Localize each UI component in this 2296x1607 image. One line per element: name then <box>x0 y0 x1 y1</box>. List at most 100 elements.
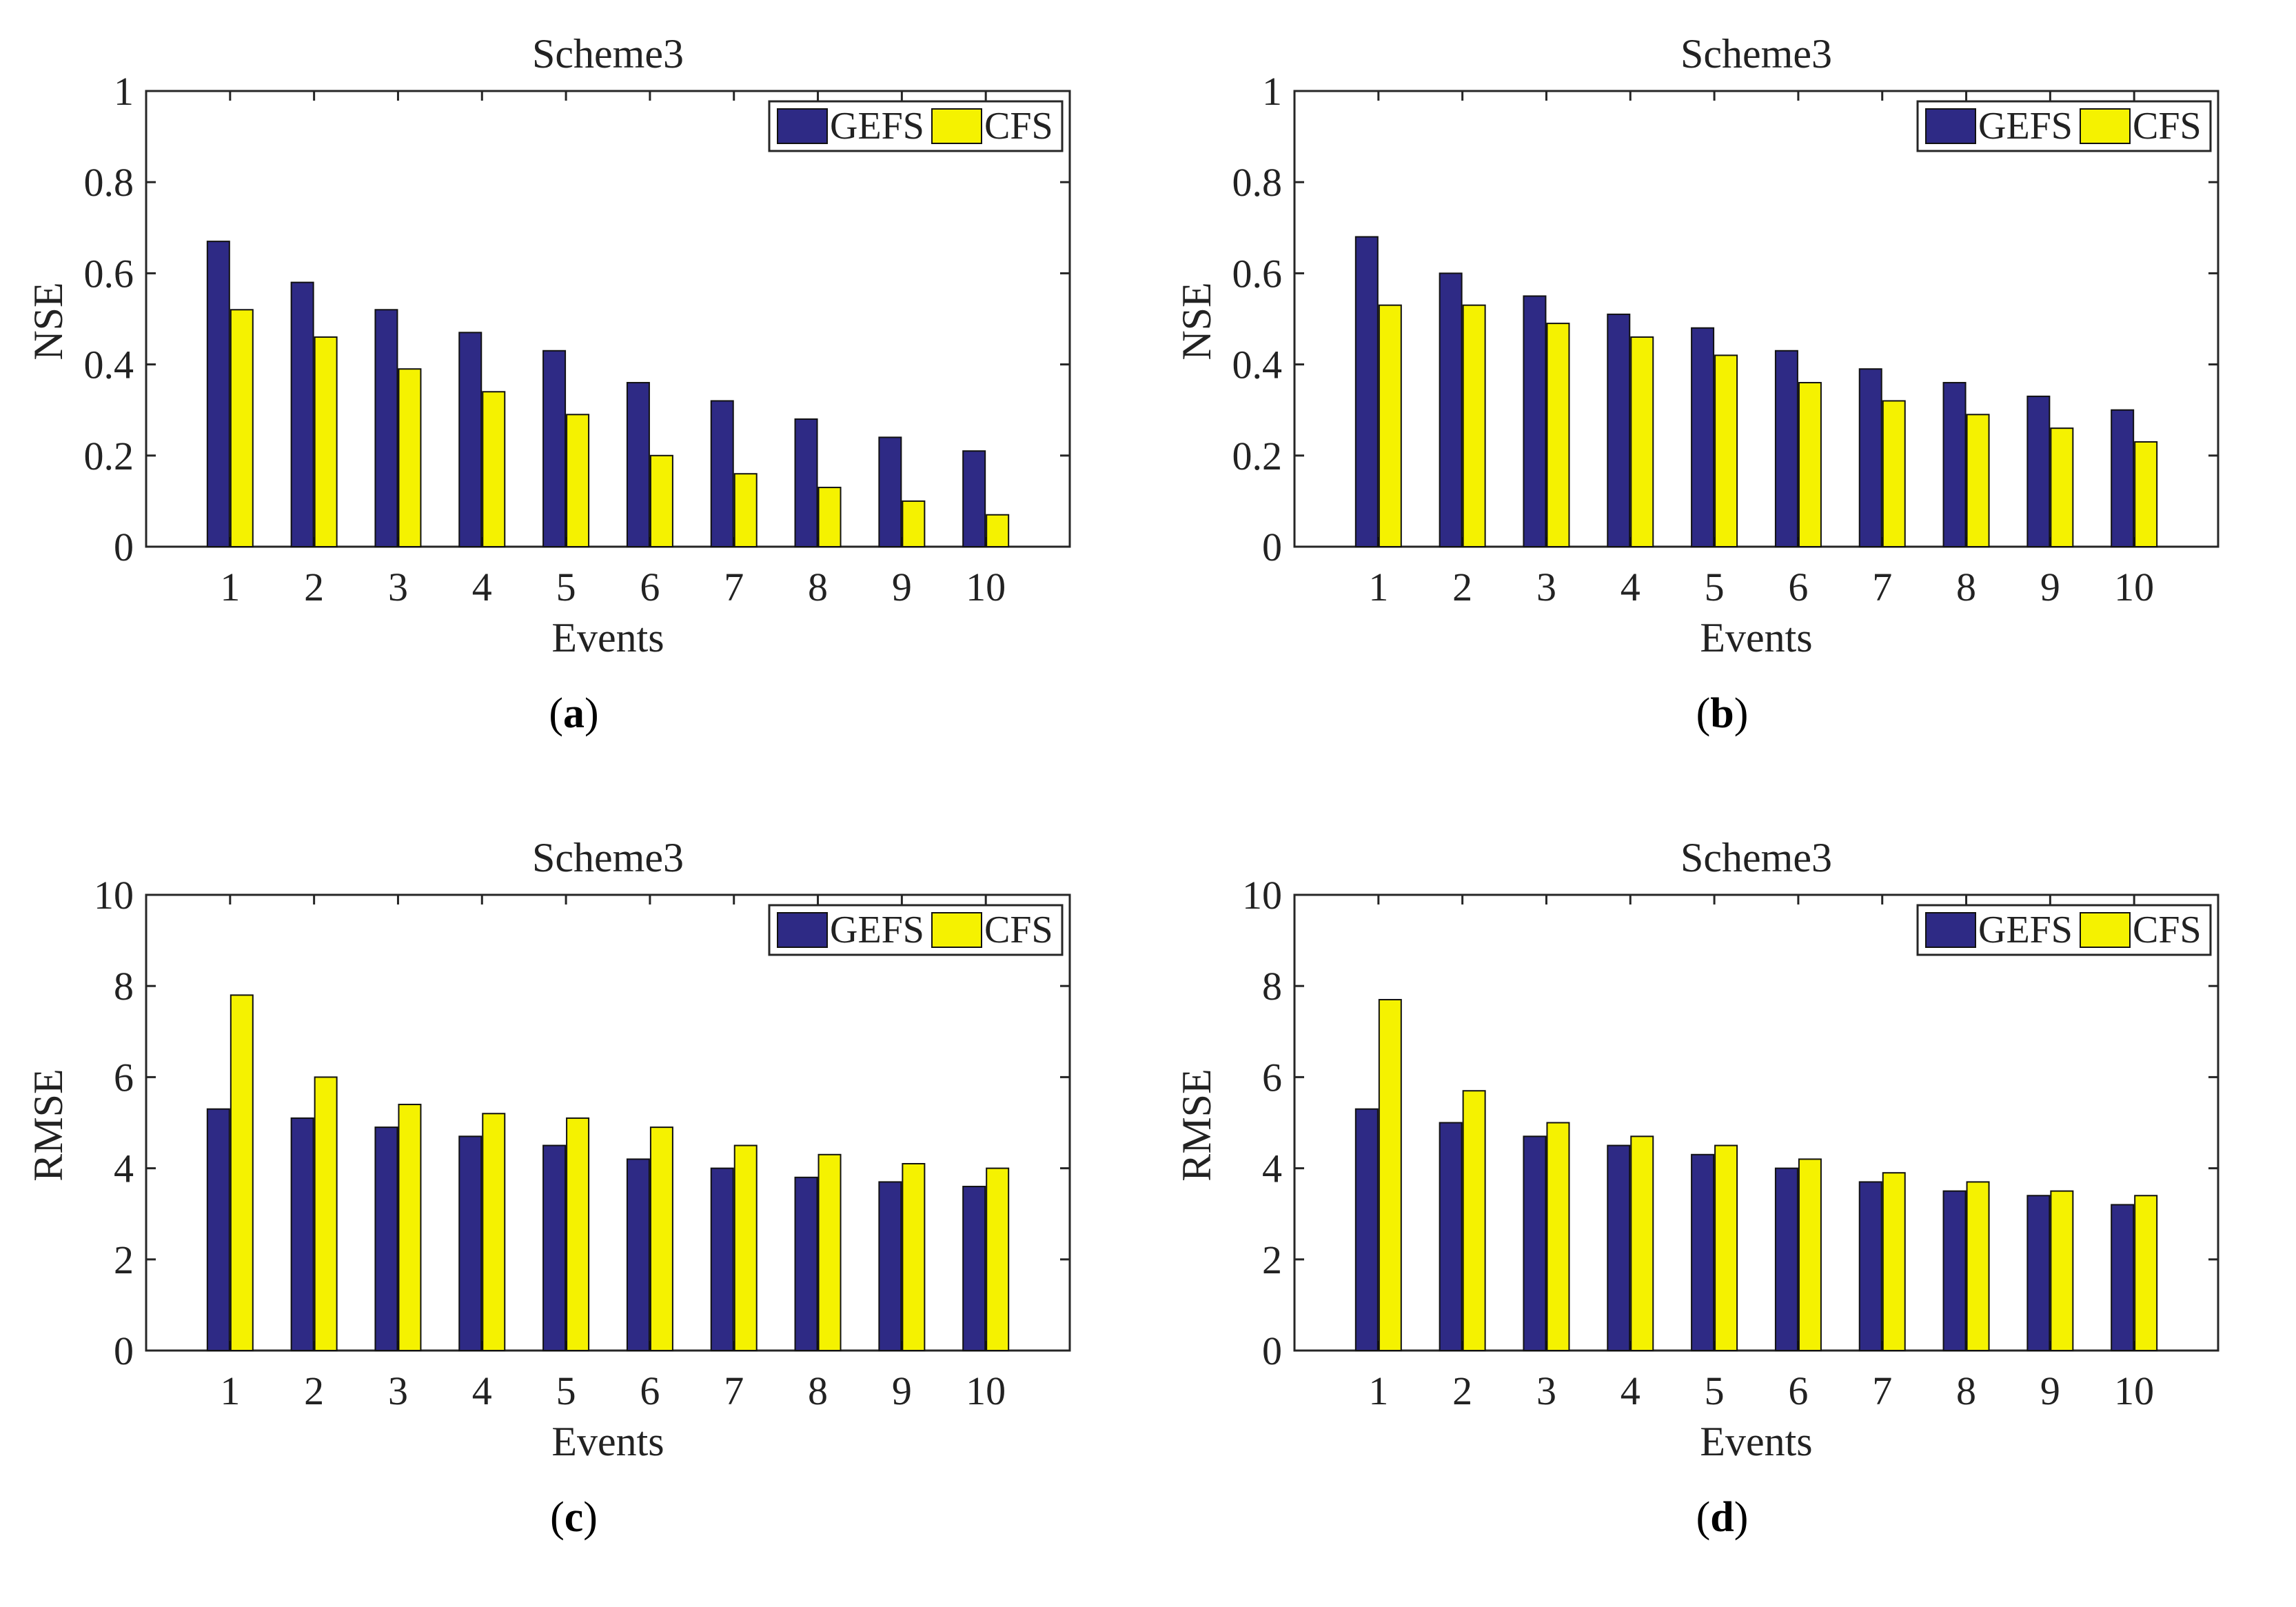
x-tick-label: 4 <box>1621 1368 1640 1413</box>
gefs-bar <box>626 1158 650 1351</box>
y-tick-label: 1 <box>1262 69 1282 114</box>
gefs-bar <box>1942 382 1967 547</box>
x-tick-label: 8 <box>808 1368 828 1413</box>
panel-c: Scheme3 Events RMSE 0 2 4 6 8 10 1 2 3 4 5 6 7 8 9 10 GE… <box>0 804 1148 1607</box>
y-tick-label: 10 <box>1242 873 1282 918</box>
cfs-bar <box>1462 304 1486 547</box>
cfs-bar <box>1966 414 1990 547</box>
panel-caption: (b) <box>1696 690 1749 737</box>
x-tick-label: 6 <box>640 1368 660 1413</box>
cfs-bar <box>1546 1122 1570 1351</box>
y-tick-label: 6 <box>114 1055 134 1100</box>
cfs-bar <box>398 368 422 548</box>
x-tick-label: 3 <box>388 565 408 609</box>
y-tick-label: 0.4 <box>84 343 134 387</box>
gefs-bar <box>2111 409 2135 548</box>
panel-b: Scheme3 Events NSE 0 0.2 0.4 0.6 0.8 1 1 2 3 4 5 6 7… <box>1148 0 2296 803</box>
gefs-bar <box>374 309 398 547</box>
cfs-bar <box>1630 336 1654 547</box>
gefs-bar <box>374 1126 398 1351</box>
x-tick-label: 6 <box>1788 1368 1808 1413</box>
cfs-bar <box>817 1153 842 1351</box>
cfs-bar <box>482 391 506 548</box>
panel-letter: d <box>1710 1494 1734 1541</box>
legend: GEFS CFS <box>768 904 1064 956</box>
y-axis-label: RMSE <box>1174 1069 1219 1181</box>
cfs-bar <box>566 414 590 547</box>
legend: GEFS CFS <box>768 100 1064 152</box>
chart-title: Scheme3 <box>1680 835 1832 880</box>
y-tick-label: 0 <box>114 525 134 569</box>
y-tick-label: 0 <box>1262 1328 1282 1373</box>
legend-cfs-swatch <box>2080 912 2131 948</box>
legend-gefs-swatch <box>777 108 828 144</box>
panel-caption: (a) <box>549 690 599 737</box>
legend-gefs-label: GEFS <box>830 105 924 148</box>
y-tick-label: 0.6 <box>84 251 134 296</box>
x-tick-label: 7 <box>1872 565 1892 609</box>
x-tick-label: 2 <box>1452 1368 1472 1413</box>
legend-cfs-swatch <box>2080 108 2131 144</box>
x-tick-label: 6 <box>1788 565 1808 609</box>
x-tick-label: 3 <box>1536 1368 1556 1413</box>
cfs-bar <box>1378 999 1402 1351</box>
x-tick-label: 5 <box>556 1368 576 1413</box>
panel-letter: a <box>563 690 585 737</box>
gefs-bar <box>1439 1122 1463 1351</box>
y-tick-label: 1 <box>114 69 134 114</box>
cfs-bar <box>733 473 758 547</box>
gefs-bar <box>962 450 986 547</box>
gefs-bar <box>626 382 650 547</box>
cfs-bar <box>314 1076 338 1351</box>
cfs-bar <box>2134 441 2158 547</box>
y-tick-label: 2 <box>114 1237 134 1282</box>
legend-gefs-swatch <box>777 912 828 948</box>
chart-title: Scheme3 <box>1680 31 1832 77</box>
x-tick-label: 4 <box>472 1368 492 1413</box>
gefs-bar <box>1774 350 1798 547</box>
y-axis-label: NSE <box>1174 282 1219 360</box>
gefs-bar <box>1691 327 1715 547</box>
panel-letter: c <box>564 1494 584 1541</box>
gefs-bar <box>542 1144 567 1351</box>
cfs-bar <box>1882 400 1906 547</box>
gefs-bar <box>1439 272 1463 547</box>
gefs-bar <box>1858 368 1882 548</box>
x-tick-label: 1 <box>220 1368 240 1413</box>
cfs-bar <box>1462 1090 1486 1351</box>
plot-frame <box>145 90 1071 548</box>
cfs-bar <box>2050 1190 2074 1352</box>
x-tick-label: 1 <box>1368 1368 1388 1413</box>
gefs-bar <box>206 241 230 547</box>
x-tick-label: 8 <box>1956 1368 1976 1413</box>
x-tick-label: 3 <box>388 1368 408 1413</box>
gefs-bar <box>794 1176 818 1351</box>
y-tick-label: 10 <box>94 873 134 918</box>
y-tick-label: 2 <box>1262 1237 1282 1282</box>
gefs-bar <box>710 400 734 547</box>
x-tick-label: 10 <box>2114 1368 2154 1413</box>
x-tick-label: 9 <box>2040 1368 2060 1413</box>
gefs-bar <box>1354 236 1379 547</box>
chart-title: Scheme3 <box>532 31 684 77</box>
x-tick-label: 9 <box>892 565 912 609</box>
x-tick-label: 1 <box>1368 565 1388 609</box>
legend-cfs-label: CFS <box>984 105 1053 148</box>
cfs-bar <box>314 336 338 547</box>
y-tick-label: 0.8 <box>1232 160 1283 205</box>
cfs-bar <box>649 454 673 547</box>
x-tick-label: 5 <box>1705 565 1725 609</box>
gefs-bar <box>794 418 818 547</box>
gefs-bar <box>1942 1190 1967 1352</box>
x-tick-label: 8 <box>1956 565 1976 609</box>
cfs-bar <box>1714 1144 1738 1351</box>
panel-a: Scheme3 Events NSE 0 0.2 0.4 0.6 0.8 1 1 2 3 4 5 6 7… <box>0 0 1148 803</box>
cfs-bar <box>902 500 926 548</box>
legend-cfs-label: CFS <box>2133 909 2202 951</box>
x-tick-label: 2 <box>304 565 324 609</box>
cfs-bar <box>230 994 254 1352</box>
cfs-bar <box>566 1117 590 1351</box>
gefs-bar <box>542 350 567 547</box>
gefs-bar <box>2026 1195 2051 1352</box>
